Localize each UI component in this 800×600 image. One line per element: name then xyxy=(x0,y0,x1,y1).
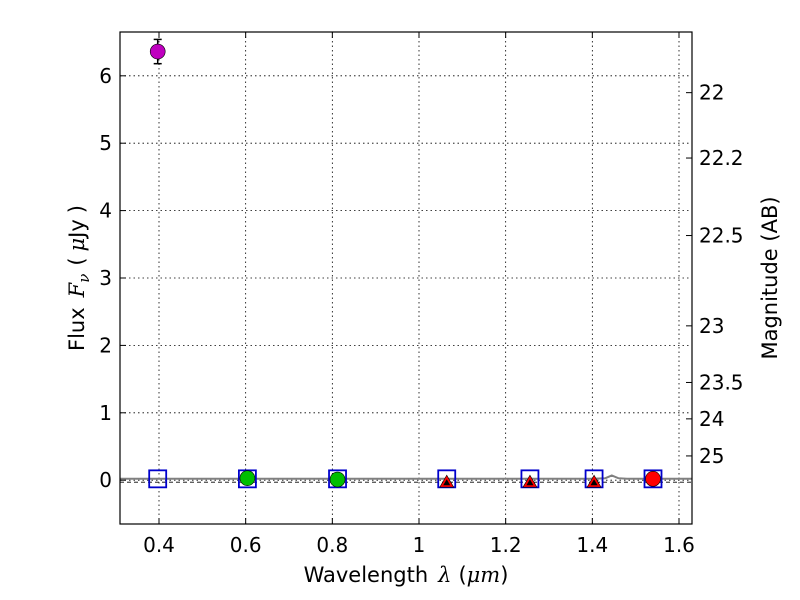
photometry-point xyxy=(239,470,256,486)
x-tick-label: 1.6 xyxy=(663,533,695,557)
grid xyxy=(120,32,692,524)
y2-tick-label: 23 xyxy=(699,314,724,338)
y-tick-label: 4 xyxy=(99,199,112,223)
photometry-point xyxy=(329,471,346,488)
ticks: 0.4 0.6 0.8 1 1.2 1.4 1.601234562222.222.52323… xyxy=(99,32,744,557)
y2-tick-label: 22.5 xyxy=(699,224,744,248)
y2-tick-label: 24 xyxy=(699,407,724,431)
plot-data xyxy=(120,38,692,489)
x-tick-label: 1.4 xyxy=(576,533,608,557)
y-tick-label: 2 xyxy=(99,333,112,357)
x-axis-label: Wavelength λ (μm) xyxy=(304,563,509,587)
photometry-point xyxy=(645,471,661,487)
sed-model-line xyxy=(120,474,692,480)
y2-tick-label: 22 xyxy=(699,81,724,105)
upper-limit-marker xyxy=(590,479,598,486)
x-tick-label: 0.8 xyxy=(316,533,348,557)
x-tick-label: 1 xyxy=(413,533,426,557)
upper-limit-marker xyxy=(443,479,451,486)
y-tick-label: 3 xyxy=(99,266,112,290)
y-tick-label: 0 xyxy=(99,468,112,492)
y2-tick-label: 22.2 xyxy=(699,146,744,170)
model-photometry-square xyxy=(148,469,168,489)
y2-tick-label: 25 xyxy=(699,444,724,468)
photometry-point xyxy=(149,43,166,60)
model-photometry-square xyxy=(328,469,347,489)
x-tick-label: 0.6 xyxy=(230,533,262,557)
y-tick-label: 6 xyxy=(99,64,112,88)
model-photometry-square xyxy=(643,469,663,489)
y-tick-label: 5 xyxy=(99,131,112,155)
y-tick-label: 1 xyxy=(99,401,112,425)
y-axis-label: FluxFν(μJy) xyxy=(65,205,93,351)
upper-limit-marker xyxy=(526,479,534,486)
y2-axis-label: Magnitude (AB) xyxy=(758,196,782,359)
x-tick-label: 1.2 xyxy=(490,533,522,557)
x-tick-label: 0.4 xyxy=(143,533,175,557)
y2-tick-label: 23.5 xyxy=(699,370,744,394)
model-photometry-square xyxy=(237,469,257,489)
